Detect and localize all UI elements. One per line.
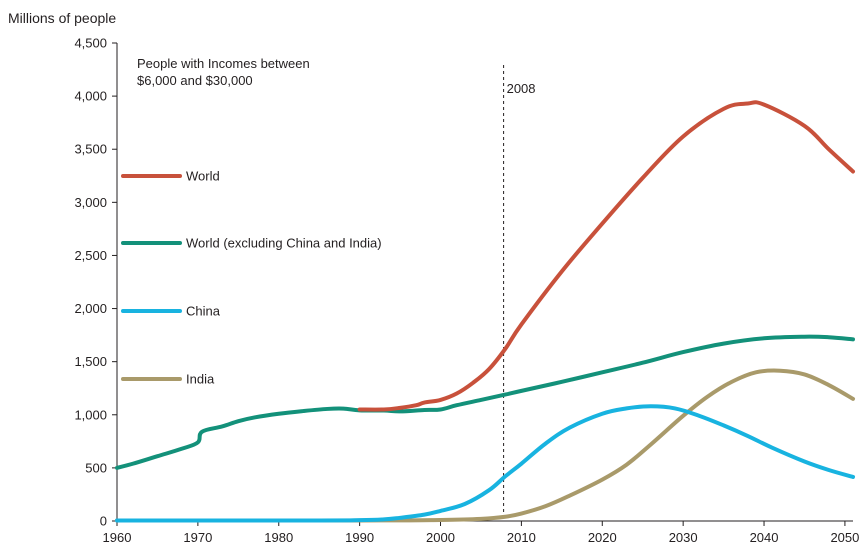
x-tick-label: 2010 (507, 530, 536, 545)
x-tick-label: 1980 (264, 530, 293, 545)
reference-line-label: 2008 (507, 81, 536, 96)
x-axis-ticks: 1960 1970 1980 1990 2000 2010 2020 2030 2040 2050 (103, 521, 859, 545)
legend-label-india: India (186, 372, 215, 387)
series-lines (115, 100, 855, 523)
legend-label-world: World (186, 169, 220, 184)
x-tick-label: 2020 (588, 530, 617, 545)
y-tick-label: 3,500 (74, 142, 107, 157)
legend-label-world-excluding-china-and-india: World (excluding China and India) (186, 236, 382, 251)
y-axis-ticks: 0 500 1,000 1,500 2,000 2,500 3,000 3,500 4,000 4… (74, 36, 117, 529)
y-tick-label: 4,500 (74, 36, 107, 51)
y-tick-label: 4,000 (74, 89, 107, 104)
series-line-world (357, 100, 855, 412)
series-line-india (115, 368, 855, 523)
legend: World World (excluding China and India) Ch… (121, 169, 382, 387)
legend-label-china: China (186, 304, 221, 319)
series-line-china (115, 404, 855, 523)
y-axis-title: Millions of people (8, 10, 116, 26)
series-line-world-excluding-china-and-india (115, 334, 855, 470)
y-tick-label: 1,000 (74, 407, 107, 422)
x-tick-label: 1970 (183, 530, 212, 545)
y-tick-label: 2,000 (74, 301, 107, 316)
y-tick-label: 2,500 (74, 248, 107, 263)
chart-annotation: People with Incomes between $6,000 and $… (137, 56, 310, 88)
y-tick-label: 0 (100, 514, 107, 529)
annotation-line-2: $6,000 and $30,000 (137, 73, 253, 88)
x-tick-label: 1960 (103, 530, 132, 545)
x-tick-label: 2000 (426, 530, 455, 545)
x-tick-label: 2050 (830, 530, 859, 545)
x-tick-label: 2040 (750, 530, 779, 545)
x-tick-label: 1990 (345, 530, 374, 545)
y-tick-label: 500 (85, 460, 107, 475)
y-tick-label: 1,500 (74, 354, 107, 369)
x-tick-label: 2030 (669, 530, 698, 545)
annotation-line-1: People with Incomes between (137, 56, 310, 71)
y-tick-label: 3,000 (74, 195, 107, 210)
